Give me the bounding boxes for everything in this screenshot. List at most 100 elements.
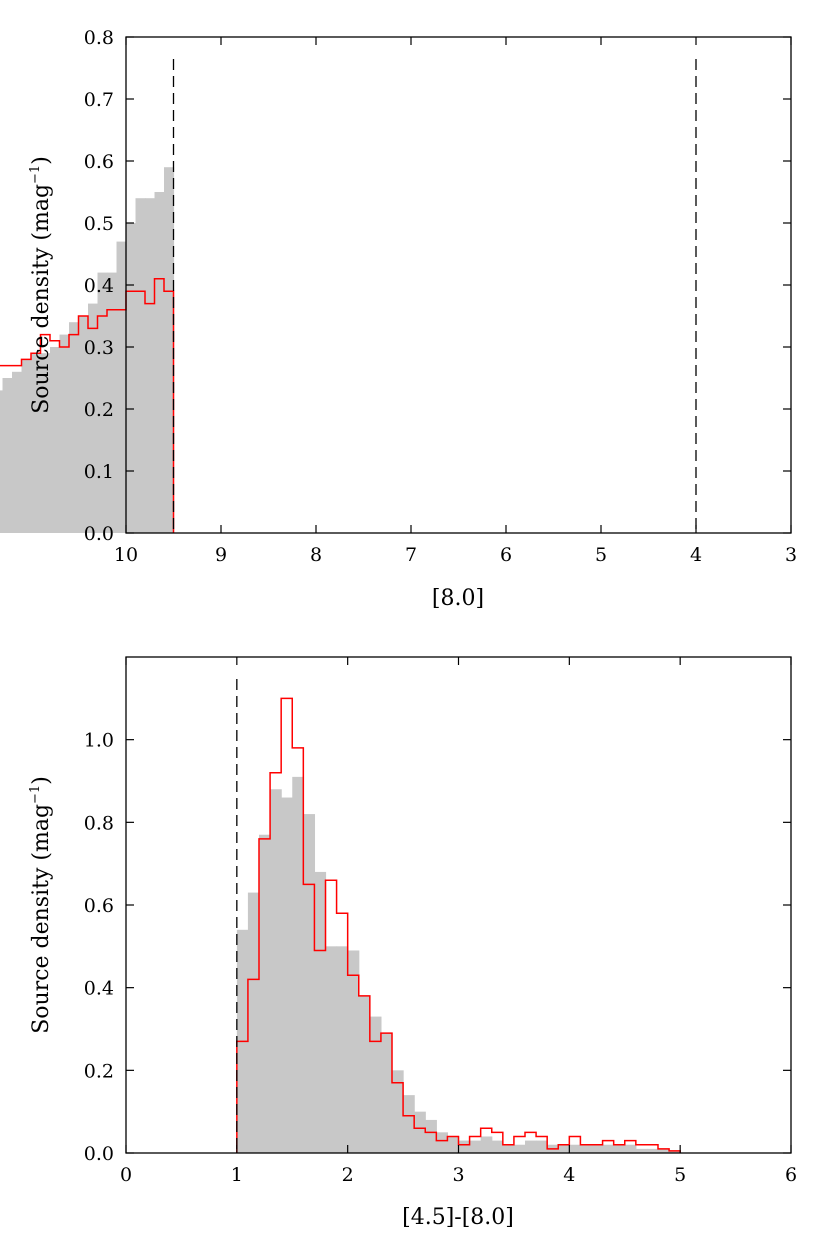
bottom-x-tick-label: 1 [231, 1164, 243, 1186]
bottom-gray-bar [635, 1148, 648, 1153]
top-x-tick-label: 8 [310, 544, 322, 566]
bottom-y-tick-label: 0.6 [84, 895, 114, 917]
bottom-gray-bar [624, 1144, 637, 1153]
bottom-x-tick-label: 2 [342, 1164, 354, 1186]
bottom-gray-bar [558, 1144, 570, 1153]
bottom-gray-bar [447, 1136, 460, 1153]
top-x-tick-label: 9 [215, 544, 227, 566]
top-gray-bar [145, 198, 156, 533]
bottom-gray-bar [314, 871, 327, 1153]
bottom-red-step-histogram [236, 697, 681, 1153]
top-y-tick-label: 0.2 [84, 399, 114, 421]
bottom-gray-bar [658, 1148, 670, 1153]
bottom-gray-bar [380, 1033, 393, 1153]
bottom-gray-bar [414, 1111, 426, 1153]
bottom-gray-bar [292, 776, 304, 1153]
bottom-gray-bar [347, 950, 360, 1153]
top-y-axis-label-exponent: −1 [28, 165, 43, 184]
top-y-tick-label: 0.6 [84, 151, 114, 173]
bottom-gray-bar [525, 1140, 537, 1153]
top-gray-bar [69, 322, 80, 533]
bottom-y-axis-label: Source density (mag−1) [28, 776, 54, 1034]
bottom-x-tick-label: 6 [785, 1164, 797, 1186]
bottom-x-tick-label: 3 [452, 1164, 464, 1186]
top-y-tick-label: 0.7 [84, 89, 114, 111]
bottom-gray-bar [458, 1140, 471, 1153]
top-y-axis-label-close: ) [29, 156, 54, 165]
bottom-panel-color-histogram: 0 1 2 3 4 5 6 0.0 0.2 0.4 0.6 0.8 1.0 [84, 656, 797, 1186]
bottom-x-tick-label: 4 [563, 1164, 575, 1186]
top-gray-bar [107, 272, 118, 533]
top-gray-bar [0, 390, 4, 533]
bottom-gray-bar [358, 995, 371, 1153]
top-gray-bar [40, 353, 51, 533]
bottom-y-axis-label-exponent: −1 [28, 785, 43, 804]
top-axes-frame [125, 36, 792, 534]
bottom-x-tick-label: 0 [120, 1164, 132, 1186]
bottom-gray-bar [336, 946, 349, 1153]
top-x-tick-label: 7 [405, 544, 417, 566]
top-gray-bar [12, 371, 23, 533]
top-y-tick-label: 0.1 [84, 461, 114, 483]
top-y-axis-label: Source density (mag−1) [28, 156, 54, 414]
bottom-gray-bar [591, 1144, 604, 1153]
bottom-axes-frame [125, 656, 792, 1154]
top-y-tick-label: 0.4 [84, 275, 114, 297]
bottom-gray-bar [369, 1016, 382, 1153]
bottom-gray-bar [513, 1144, 526, 1153]
bottom-x-axis-label: [4.5]-[8.0] [402, 1205, 514, 1230]
bottom-y-tick-label: 1.0 [84, 730, 114, 752]
bottom-gray-bar [480, 1136, 493, 1153]
bottom-gray-bar [646, 1148, 659, 1153]
bottom-gray-bar [436, 1132, 449, 1153]
top-gray-bar [21, 359, 32, 533]
bottom-gray-bar [270, 789, 282, 1153]
bottom-gray-bar [669, 1150, 681, 1153]
bottom-y-tick-label: 0.8 [84, 812, 114, 834]
top-gray-bar [2, 378, 13, 533]
bottom-gray-bar [602, 1144, 615, 1153]
top-x-tick-label: 3 [785, 544, 797, 566]
top-x-tick-label: 4 [690, 544, 702, 566]
bottom-filled-histogram [236, 776, 681, 1153]
bottom-gray-bar [403, 1095, 415, 1153]
top-filled-histogram [0, 167, 175, 533]
top-gray-bar [88, 303, 99, 533]
top-x-axis-label: [8.0] [432, 586, 484, 611]
bottom-gray-bar [259, 834, 271, 1153]
bottom-gray-bar [491, 1140, 504, 1153]
bottom-gray-bar [247, 892, 260, 1153]
bottom-gray-bar [580, 1144, 593, 1153]
bottom-y-tick-label: 0.4 [84, 978, 114, 1000]
top-gray-bar [126, 223, 137, 533]
bottom-gray-bar [425, 1119, 437, 1153]
top-gray-bar [78, 316, 89, 533]
bottom-gray-bar [303, 814, 316, 1153]
bottom-gray-bar [502, 1144, 515, 1153]
top-y-tick-label: 0.0 [84, 523, 114, 545]
top-y-tick-label: 0.5 [84, 213, 114, 235]
top-gray-bar [164, 167, 175, 533]
top-y-axis-label-main: Source density (mag [29, 184, 54, 414]
bottom-gray-bar [536, 1140, 548, 1153]
top-y-tick-label: 0.3 [84, 337, 114, 359]
bottom-gray-bar [281, 797, 293, 1153]
bottom-y-axis-label-main: Source density (mag [29, 804, 54, 1034]
top-panel-8.0-histogram: 10 9 8 7 6 5 4 3 0.0 0.1 0.2 0.3 0.4 0.5 0.6 0.7 0.8 [0, 27, 797, 566]
top-y-tick-label: 0.8 [84, 27, 114, 49]
top-x-tick-label: 5 [595, 544, 607, 566]
bottom-y-tick-label: 0.0 [84, 1143, 114, 1165]
bottom-gray-bar [613, 1144, 626, 1153]
top-gray-bar [59, 334, 70, 533]
top-x-tick-label: 6 [500, 544, 512, 566]
top-gray-bar [50, 347, 61, 533]
bottom-gray-bar [569, 1144, 582, 1153]
top-gray-bar [97, 272, 108, 533]
bottom-y-tick-label: 0.2 [84, 1060, 114, 1082]
bottom-gray-bar [469, 1140, 482, 1153]
bottom-y-axis-label-close: ) [29, 776, 54, 785]
bottom-x-tick-label: 5 [674, 1164, 686, 1186]
bottom-gray-bar [325, 946, 338, 1153]
bottom-gray-bar [392, 1070, 404, 1153]
